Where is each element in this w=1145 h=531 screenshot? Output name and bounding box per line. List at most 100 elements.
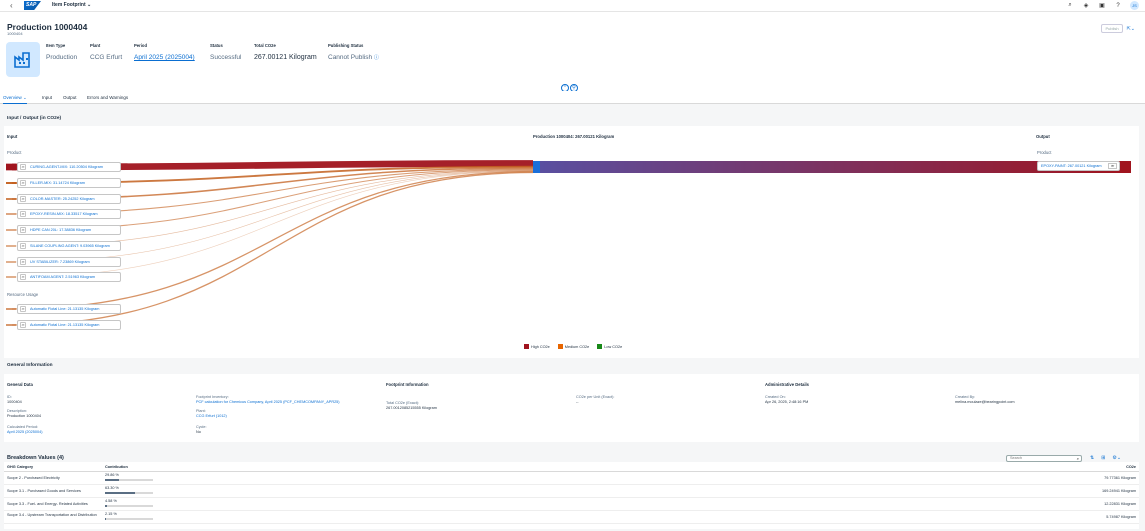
cycle-value: No (196, 430, 201, 434)
attr-status: Status Successful (210, 43, 241, 61)
table-toolbar: ⇅ ⊞ ⚙⌄ (1090, 455, 1121, 461)
sankey-legend: High CO2e Medium CO2e Low CO2e (524, 344, 622, 349)
node-label: ANTIFOAM AGENT: 2.51963 Kilogram (30, 275, 95, 279)
legend-swatch (524, 344, 529, 349)
product-group-label: Product (7, 150, 22, 155)
page-title: Production 1000404 (7, 22, 88, 32)
plant-link[interactable]: CCG Erfurt (1012) (196, 414, 227, 418)
input-node[interactable]: ≪ SILANE COUPLING AGENT: 9.03965 Kilogram (17, 241, 121, 251)
period-link[interactable]: April 2025 (2025004) (134, 54, 195, 61)
col-co2e[interactable]: CO2e (1126, 465, 1136, 469)
input-node[interactable]: ≪ COLOR-MASTER: 25.24252 Kilogram (17, 194, 121, 204)
contribution-percent: 2.15 % (105, 512, 117, 516)
publishing-status-value: Cannot Publish (328, 54, 373, 61)
general-data-title: General Data (7, 382, 33, 387)
pcf-label: Footprint Inventory: (196, 395, 229, 399)
notifications-icon[interactable]: ▣ (1099, 3, 1105, 9)
chevron-down-icon: ⌄ (23, 95, 27, 100)
tab-label: Overview (3, 95, 22, 100)
attr-total-co2e: Total CO2e 267.00121 Kilogram (254, 43, 317, 61)
input-node[interactable]: ≪ CURING-AGENT-MIX: 110.20504 Kilogram (17, 162, 121, 172)
input-node[interactable]: ≪ EPOXY-RESIN-MIX: 18.33517 Kilogram (17, 209, 121, 219)
per-unit-value: -- (576, 400, 579, 404)
publish-button[interactable]: Publish (1101, 24, 1123, 33)
share-icon[interactable]: ⇱⌄ (1126, 25, 1135, 32)
search-icon[interactable]: ⌕ (1076, 456, 1079, 461)
input-node[interactable]: ≪ UV STABILIZER: 7.23869 Kilogram (17, 257, 121, 267)
co2e-cell: 79.77361 Kilogram (1104, 476, 1136, 480)
input-node[interactable]: ≪ FILLER-MIX: 31.14724 Kilogram (17, 178, 121, 188)
expand-node-icon[interactable]: ≪ (20, 259, 26, 265)
input-node[interactable]: ≪ HDPE CAN 20L: 17.38836 Kilogram (17, 225, 121, 235)
calc-period-link[interactable]: April 2025 (2025004) (7, 430, 43, 434)
expand-node-icon[interactable]: ≪ (20, 180, 26, 186)
sort-icon[interactable]: ⇅ (1090, 455, 1095, 461)
output-heading: Output (1036, 134, 1050, 139)
back-icon[interactable]: ‹ (10, 1, 13, 10)
contribution-bar (105, 492, 153, 494)
expand-node-icon[interactable]: ≪ (20, 227, 26, 233)
legend-label: Low CO2e (604, 344, 623, 349)
contribution-bar (105, 479, 153, 481)
avatar[interactable]: JS (1130, 1, 1139, 10)
tab-errors-and-warnings[interactable]: Errors and Warnings (87, 95, 129, 100)
resource-node[interactable]: ≪ Automatic Flotal Line: 21.13135 Kilogra… (17, 304, 121, 314)
legend-item-medium: Medium CO2e (557, 344, 590, 349)
col-contribution[interactable]: Contribution (105, 465, 128, 469)
resource-node[interactable]: ≪ Automatic Flotal Line: 21.13135 Kilogra… (17, 320, 121, 330)
co2e-cell: 5.74987 Kilogram (1106, 515, 1136, 519)
attr-label: Total CO2e (254, 43, 276, 48)
legend-swatch (597, 344, 603, 349)
object-header: Production 1000404 1000404 Publish ⇱⌄ It… (0, 12, 1145, 104)
contribution-bar (105, 505, 153, 507)
tab-overview[interactable]: Overview ⌄ (3, 95, 27, 104)
total-exact-label: Total CO2e (Exact): (386, 401, 420, 405)
search-placeholder: Search (1010, 456, 1023, 460)
tab-output[interactable]: Output (63, 95, 77, 100)
shell-bar: ‹ SAP Item Footprint ⌄ ⌕ ◈ ▣ ? JS (0, 0, 1145, 12)
legend-label: Medium CO2e (564, 344, 590, 349)
attr-item-type: Item Type Production (46, 43, 77, 61)
legend-swatch (557, 344, 563, 349)
contribution-percent: 63.30 % (105, 486, 119, 490)
table-row[interactable]: Scope 3.4 - Upstream Transportation and … (4, 511, 1139, 524)
settings-icon[interactable]: ⚙⌄ (1112, 455, 1122, 461)
group-icon[interactable]: ⊞ (1101, 455, 1106, 461)
app-title-menu[interactable]: Item Footprint ⌄ (52, 2, 91, 8)
expand-node-icon[interactable]: ≪ (20, 306, 26, 312)
pcf-link[interactable]: PCF calculation for Chemicus Company, Ap… (196, 400, 340, 404)
expand-node-icon[interactable]: ≪ (20, 164, 26, 170)
ghg-category-cell: Scope 2 - Purchased Electricity (7, 476, 60, 480)
col-ghg-category[interactable]: GHG Category (7, 465, 34, 469)
expand-node-icon[interactable]: ≪ (20, 243, 26, 249)
per-unit-label: CO2e per Unit (Exact): (576, 395, 615, 399)
attr-value: Cannot Publish ⓘ (328, 54, 379, 61)
attr-plant: Plant CCG Erfurt (90, 43, 122, 61)
attr-label: Period (134, 43, 148, 48)
footprint-info-title: Footprint Information (386, 382, 429, 387)
id-value: 1000404 (7, 400, 22, 404)
expand-node-icon[interactable]: ≪ (20, 196, 26, 202)
expand-output-icon[interactable]: ≫ (1108, 163, 1117, 169)
output-node[interactable]: EPOXY-PAINT: 267.00121 Kilogram ≫ (1037, 161, 1120, 171)
tab-input[interactable]: Input (42, 95, 53, 100)
input-node[interactable]: ≪ ANTIFOAM AGENT: 2.51963 Kilogram (17, 272, 121, 282)
table-header: GHG Category Contribution CO2e (4, 462, 1139, 472)
search-input[interactable]: Search ⌕ (1006, 455, 1082, 462)
joule-icon[interactable]: ◈ (1083, 3, 1089, 9)
node-label: Automatic Flotal Line: 21.13135 Kilogram (30, 323, 100, 327)
table-row[interactable]: Scope 3.1 - Purchased Goods and Services… (4, 485, 1139, 498)
table-row[interactable]: Scope 3.3 - Fuel- and Energy- Related Ac… (4, 498, 1139, 511)
table-row[interactable]: Scope 2 - Purchased Electricity 29.86 % 79… (4, 472, 1139, 485)
expand-node-icon[interactable]: ≪ (20, 211, 26, 217)
contribution-bar-fill (105, 505, 108, 507)
expand-node-icon[interactable]: ≪ (20, 274, 26, 280)
cycle-label: Cycle: (196, 425, 207, 429)
created-by-label: Created By: (955, 395, 976, 399)
info-icon[interactable]: ⓘ (373, 55, 379, 61)
search-icon[interactable]: ⌕ (1068, 2, 1072, 8)
contribution-bar-fill (105, 492, 136, 494)
description-value: Production 1000404 (7, 414, 41, 418)
help-icon[interactable]: ? (1116, 2, 1120, 9)
expand-node-icon[interactable]: ≪ (20, 322, 26, 328)
